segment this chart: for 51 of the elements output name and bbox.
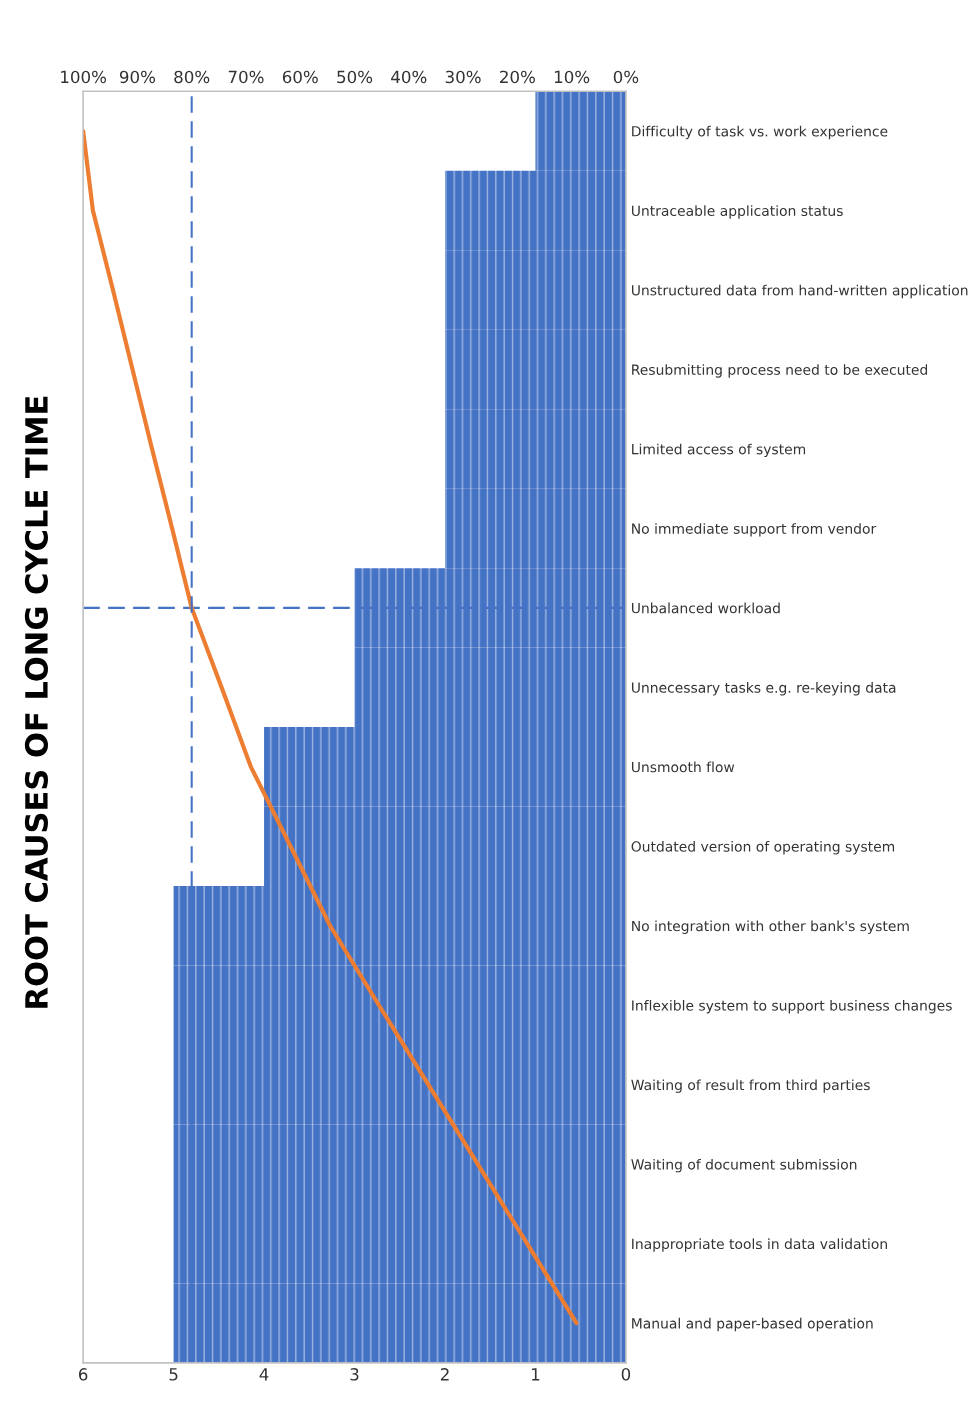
bar: [444, 409, 626, 489]
text: ROOT CAUSES OF LONG CYCLE TIME: [24, 396, 48, 1008]
x2-tick-label: 50%: [337, 70, 373, 84]
bar: [173, 1283, 626, 1363]
bar: [173, 1044, 626, 1125]
bar: [444, 170, 626, 251]
y-tick-label: Untraceable application status: [631, 205, 843, 219]
y-tick-label: Waiting of result from third parties: [631, 1079, 870, 1093]
bar: [173, 1124, 626, 1204]
y-tick-label: Limited access of system: [632, 443, 806, 458]
y-tick-label: Outdated version of operating system: [631, 841, 895, 855]
bar: [173, 965, 626, 1045]
x-tick-label: 6: [78, 1368, 88, 1381]
bar: [444, 250, 626, 330]
y-tick-label: Difficulty of task vs. work experience: [632, 125, 888, 140]
x-tick-label: 3: [350, 1368, 359, 1381]
y-tick-label: Inappropriate tools in data validation: [632, 1238, 887, 1252]
x2-tick-label: 70%: [228, 70, 264, 84]
x2-tick-label: 20%: [500, 70, 535, 84]
bar: [354, 568, 626, 648]
x2-tick-label: 0%: [613, 70, 639, 84]
bar: [264, 806, 626, 887]
bar: [173, 1203, 626, 1284]
y-tick-label: Manual and paper-based operation: [632, 1317, 873, 1332]
y-tick-label: No integration with other bank's system: [632, 920, 909, 934]
bar: [173, 886, 626, 966]
x-tick-label: 0: [621, 1368, 631, 1381]
x-tick-label: 4: [259, 1368, 269, 1381]
bar: [535, 91, 626, 171]
y-tick-label: Unstructured data from hand-written application: [631, 284, 968, 299]
x2-tick-label: 30%: [445, 70, 481, 84]
x-tick-label: 2: [440, 1368, 449, 1381]
x2-tick-label: 90%: [119, 70, 156, 84]
y-tick-label: Unbalanced workload: [631, 602, 780, 614]
bar: [444, 329, 626, 410]
x-tick-label: 5: [169, 1368, 178, 1381]
x-tick-label: 1: [531, 1368, 540, 1381]
x2-tick-label: 10%: [554, 70, 590, 84]
bar: [354, 647, 626, 728]
bar: [264, 727, 626, 807]
x2-tick-label: 40%: [391, 70, 427, 84]
y-tick-label: Inflexible system to support business changes: [632, 999, 952, 1014]
x2-tick-label: 60%: [282, 70, 318, 84]
y-tick-label: Unsmooth flow: [631, 761, 735, 773]
y-tick-label: Waiting of document submission: [631, 1158, 857, 1173]
y-tick-label: Resubmitting process need to be executed: [632, 364, 928, 378]
y-tick-label: Unnecessary tasks e.g. re-keying data: [631, 682, 896, 696]
y-tick-label: No immediate support from vendor: [632, 523, 877, 537]
bar: [444, 488, 626, 569]
x2-tick-label: 80%: [174, 70, 210, 84]
x2-tick-label: 100%: [61, 70, 107, 84]
